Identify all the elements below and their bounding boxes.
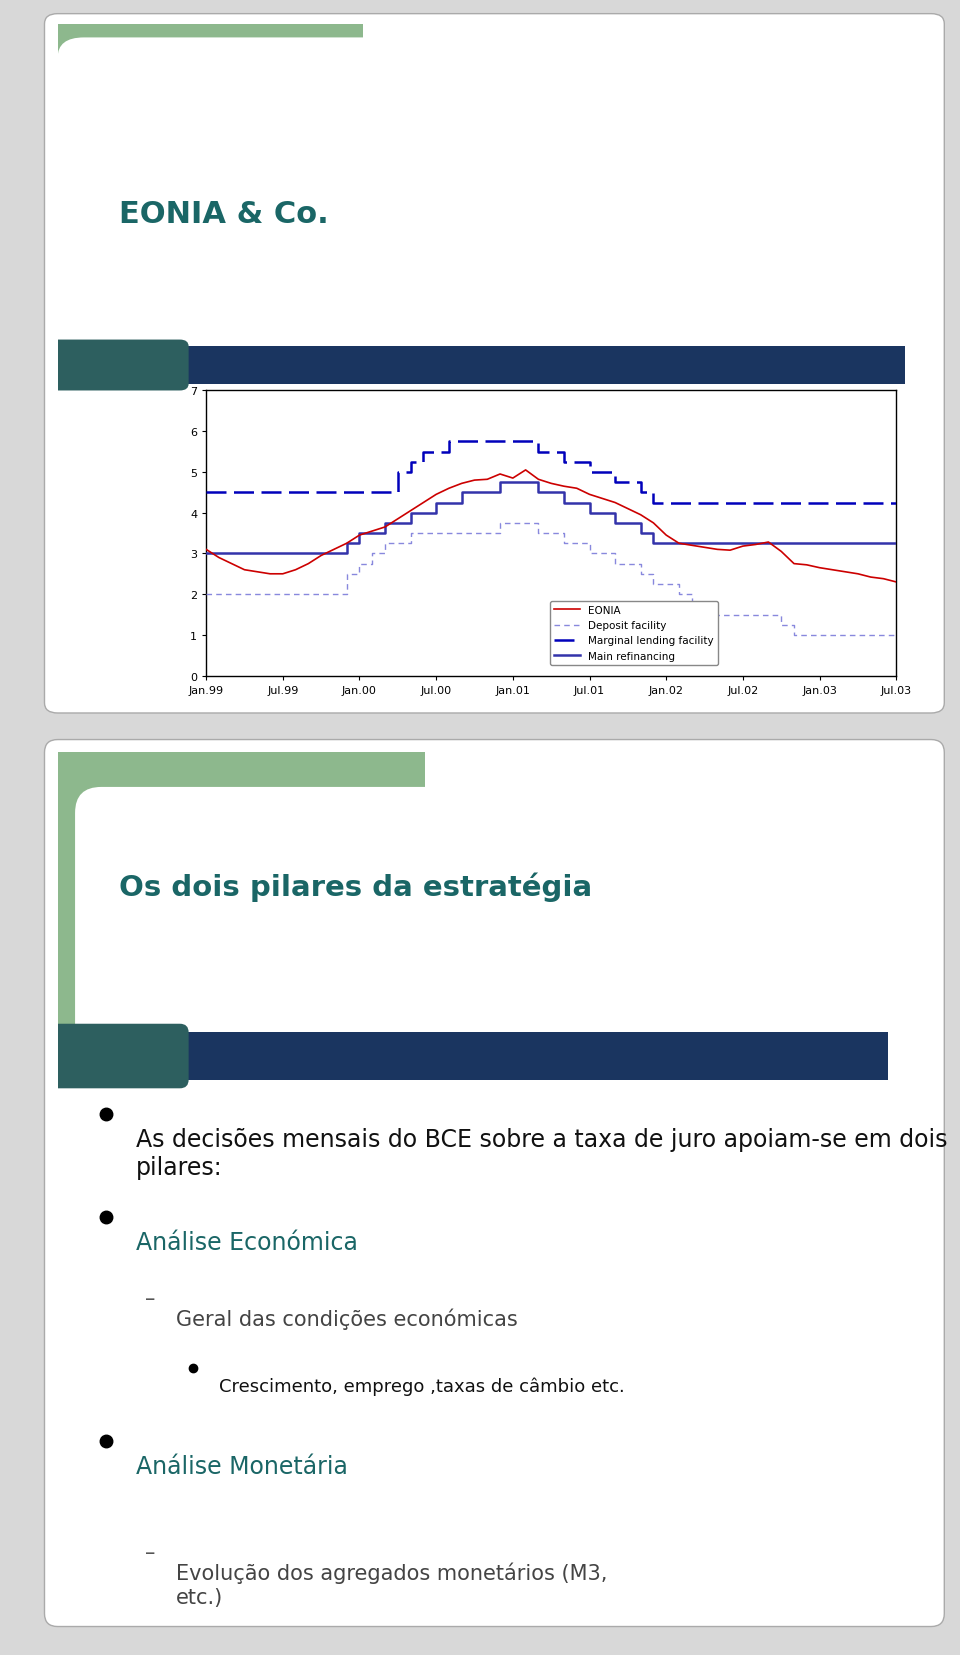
Text: Evolução dos agregados monetários (M3,
etc.): Evolução dos agregados monetários (M3, e…: [176, 1562, 607, 1607]
Text: EONIA & Co.: EONIA & Co.: [119, 200, 328, 230]
FancyBboxPatch shape: [49, 341, 188, 391]
Bar: [58, 348, 905, 384]
Text: As decisões mensais do BCE sobre a taxa de juro apoiam-se em dois pilares:: As decisões mensais do BCE sobre a taxa …: [136, 1127, 948, 1178]
FancyBboxPatch shape: [44, 740, 945, 1627]
Bar: [58, 753, 424, 1028]
Text: –: –: [145, 1542, 156, 1562]
Legend: EONIA, Deposit facility, Marginal lending facility, Main refinancing: EONIA, Deposit facility, Marginal lendin…: [550, 601, 718, 665]
FancyBboxPatch shape: [44, 15, 945, 713]
Text: Crescimento, emprego ,taxas de câmbio etc.: Crescimento, emprego ,taxas de câmbio et…: [219, 1377, 625, 1395]
FancyBboxPatch shape: [58, 38, 957, 723]
Text: –: –: [145, 1288, 156, 1307]
FancyBboxPatch shape: [49, 1024, 188, 1089]
Text: Geral das condições económicas: Geral das condições económicas: [176, 1307, 517, 1329]
FancyBboxPatch shape: [75, 788, 957, 1640]
Text: Análise Económica: Análise Económica: [136, 1231, 358, 1254]
Text: Análise Monetária: Análise Monetária: [136, 1455, 348, 1478]
Bar: [58, 1033, 887, 1081]
Bar: [58, 25, 363, 329]
Text: Os dois pilares da estratégia: Os dois pilares da estratégia: [119, 872, 592, 902]
